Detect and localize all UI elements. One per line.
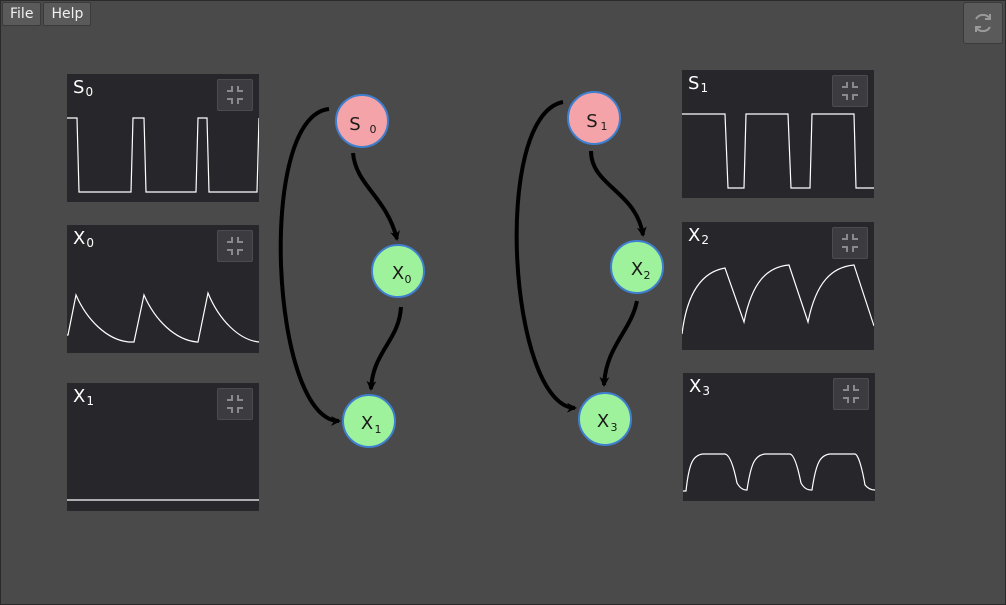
svg-text:S: S [349, 114, 360, 135]
edge-s1-x3 [514, 100, 577, 413]
edge-s0-x1 [278, 107, 341, 426]
signal-panel-s1: S1 [682, 70, 874, 198]
signal-panel-x0: X0 [67, 225, 259, 353]
edge-s0-x0 [351, 152, 400, 241]
refresh-button[interactable] [963, 2, 1003, 44]
edge-x0-x1 [366, 306, 403, 391]
collapse-icon [842, 82, 858, 100]
svg-text:X: X [392, 263, 404, 284]
collapse-button-s1[interactable] [832, 75, 868, 107]
panel-title-x2: X2 [688, 225, 709, 247]
node-s0[interactable]: S 0 [335, 94, 389, 148]
collapse-icon [227, 86, 243, 104]
svg-text:2: 2 [644, 269, 651, 282]
svg-text:0: 0 [370, 123, 377, 136]
svg-text:X: X [597, 411, 609, 432]
collapse-button-x0[interactable] [217, 230, 253, 262]
edge-x2-x3 [599, 300, 639, 387]
svg-text:X: X [631, 259, 643, 280]
signal-trace-s1 [682, 113, 874, 189]
edge-s1-x2 [589, 150, 647, 237]
svg-text:1: 1 [375, 423, 382, 436]
panel-title-x0: X0 [73, 228, 94, 250]
node-s1[interactable]: S 1 [567, 91, 621, 145]
collapse-button-x2[interactable] [832, 227, 868, 259]
collapse-icon [227, 395, 243, 413]
signal-trace-x1 [67, 499, 259, 501]
signal-panel-x3: X3 [683, 373, 875, 501]
collapse-icon [843, 385, 859, 403]
svg-text:3: 3 [611, 421, 618, 434]
signal-trace-s0 [67, 117, 259, 193]
collapse-button-x1[interactable] [217, 388, 253, 420]
signal-panel-s0: S0 [67, 74, 259, 202]
panel-title-s1: S1 [688, 73, 709, 95]
help-menu[interactable]: Help [43, 2, 92, 26]
collapse-button-s0[interactable] [217, 79, 253, 111]
signal-trace-x3 [683, 453, 875, 492]
signal-panel-x1: X1 [67, 383, 259, 511]
menu-bar: File Help [2, 2, 92, 26]
svg-text:X: X [361, 413, 373, 434]
node-x0[interactable]: X 0 [371, 244, 425, 298]
collapse-icon [227, 237, 243, 255]
refresh-icon [975, 13, 991, 33]
svg-text:S: S [586, 111, 597, 132]
panel-title-s0: S0 [73, 77, 94, 99]
collapse-button-x3[interactable] [833, 378, 869, 410]
svg-text:0: 0 [405, 273, 412, 286]
file-menu[interactable]: File [2, 2, 42, 26]
signal-trace-x0 [67, 290, 259, 343]
collapse-icon [842, 234, 858, 252]
panel-title-x1: X1 [73, 386, 94, 408]
node-x2[interactable]: X 2 [610, 240, 664, 294]
node-x1[interactable]: X 1 [342, 394, 396, 448]
panel-title-x3: X3 [689, 376, 710, 398]
signal-trace-x2 [682, 264, 874, 335]
signal-panel-x2: X2 [682, 222, 874, 350]
node-x3[interactable]: X 3 [578, 392, 632, 446]
svg-text:1: 1 [601, 120, 608, 133]
